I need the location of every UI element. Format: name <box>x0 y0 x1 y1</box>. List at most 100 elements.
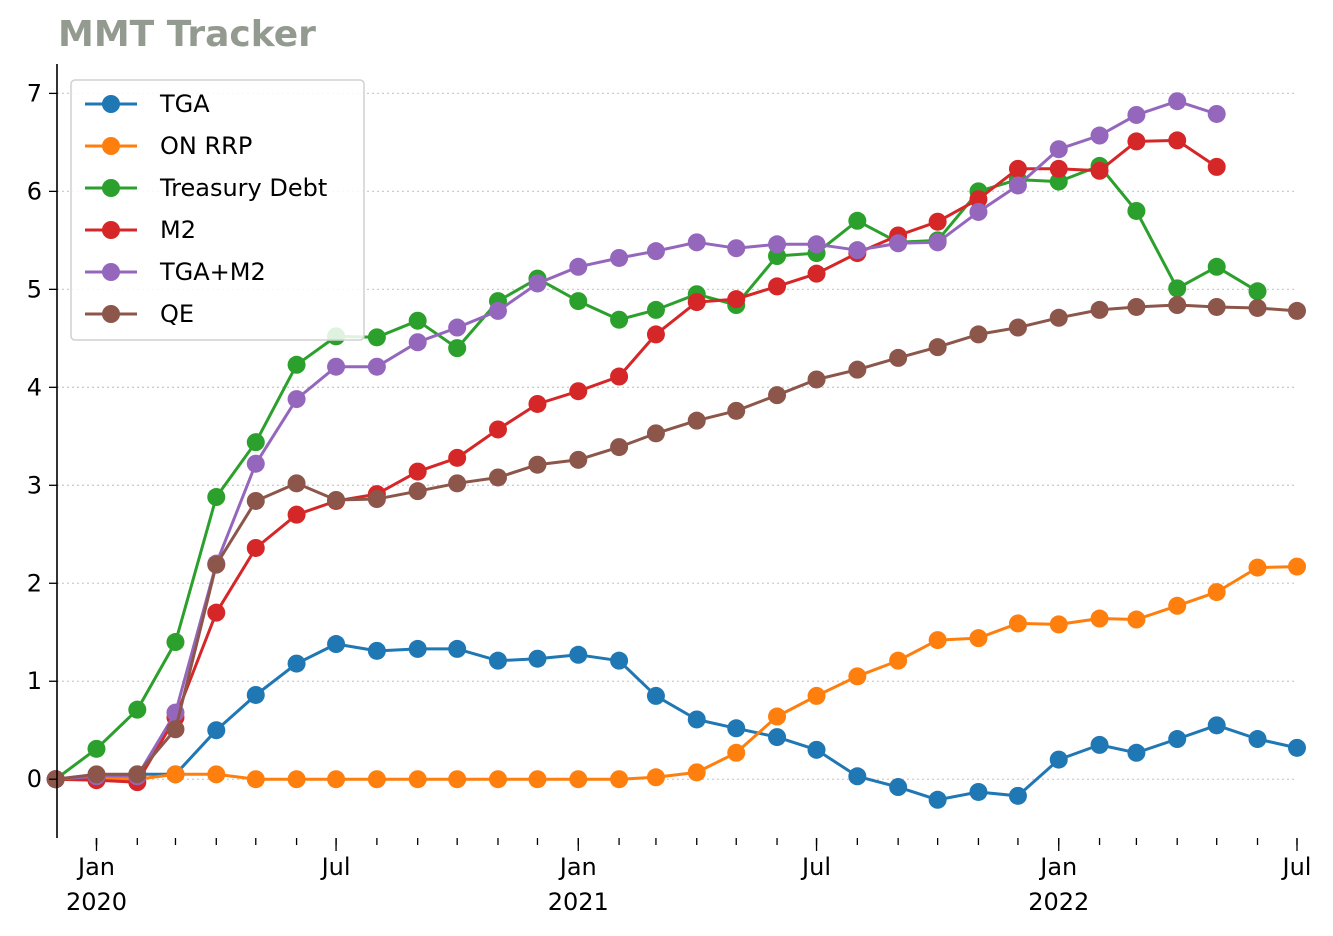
data-point <box>687 411 706 430</box>
y-tick-label: 3 <box>27 471 42 499</box>
data-point <box>969 782 988 801</box>
legend-box <box>70 79 365 341</box>
data-point <box>889 778 908 797</box>
x-tick-label: Jan <box>76 853 115 881</box>
legend-swatch-marker <box>102 221 120 239</box>
data-point <box>1248 558 1267 577</box>
data-point <box>1168 730 1187 749</box>
data-point <box>687 233 706 252</box>
data-point <box>1207 583 1226 602</box>
data-point <box>610 770 629 789</box>
data-point <box>128 765 147 784</box>
legend-item: M2 <box>85 216 196 244</box>
data-point <box>327 357 346 376</box>
data-point <box>367 641 386 660</box>
legend-label: TGA+M2 <box>159 258 266 286</box>
data-point <box>1049 140 1068 159</box>
data-point <box>128 700 147 719</box>
legend-item: QE <box>85 300 194 328</box>
data-point <box>687 763 706 782</box>
data-point <box>408 639 427 658</box>
legend-label: TGA <box>159 90 210 118</box>
data-point <box>727 743 746 762</box>
data-point <box>528 770 547 789</box>
data-point <box>646 242 665 261</box>
data-point <box>889 234 908 253</box>
series-tga <box>46 635 1306 809</box>
data-point <box>207 765 226 784</box>
data-point <box>1090 300 1109 319</box>
y-tick-label: 1 <box>27 667 42 695</box>
data-point <box>1127 297 1146 316</box>
data-point <box>848 667 867 686</box>
legend-swatch-marker <box>102 305 120 323</box>
x-tick-label: Jan <box>1038 853 1077 881</box>
data-point <box>569 257 588 276</box>
data-point <box>528 394 547 413</box>
data-point <box>367 770 386 789</box>
data-point <box>408 770 427 789</box>
data-point <box>408 462 427 481</box>
data-point <box>928 233 947 252</box>
x-tick-year-label: 2020 <box>66 888 127 916</box>
chart-title: MMT Tracker <box>58 14 316 55</box>
legend-item: TGA+M2 <box>85 258 266 286</box>
x-tick-label: Jul <box>800 853 831 881</box>
data-point <box>207 603 226 622</box>
legend-item: TGA <box>85 90 210 118</box>
data-point <box>1127 105 1146 124</box>
data-point <box>1207 297 1226 316</box>
data-point <box>488 770 507 789</box>
data-point <box>610 651 629 670</box>
data-point <box>727 290 746 309</box>
data-point <box>646 768 665 787</box>
data-point <box>1288 557 1306 576</box>
data-point <box>848 767 867 786</box>
legend-item: Treasury Debt <box>85 174 327 202</box>
data-point <box>969 325 988 344</box>
data-point <box>928 212 947 231</box>
data-point <box>807 370 826 389</box>
legend-label: Treasury Debt <box>159 174 327 202</box>
data-point <box>610 438 629 457</box>
data-point <box>448 770 467 789</box>
data-point <box>1248 282 1267 301</box>
x-tick-year-label: 2021 <box>548 888 609 916</box>
data-point <box>1207 104 1226 123</box>
data-point <box>687 710 706 729</box>
y-tick-label: 4 <box>27 373 42 401</box>
data-point <box>207 488 226 507</box>
data-point <box>1090 126 1109 145</box>
y-tick-label: 6 <box>27 177 42 205</box>
data-point <box>569 292 588 311</box>
data-point <box>367 328 386 347</box>
data-point <box>287 654 306 673</box>
data-point <box>848 211 867 230</box>
data-point <box>1168 596 1187 615</box>
x-tick-year-label: 2022 <box>1028 888 1089 916</box>
data-point <box>610 367 629 386</box>
data-point <box>928 631 947 650</box>
data-point <box>327 490 346 509</box>
data-point <box>1049 750 1068 769</box>
data-point <box>327 635 346 654</box>
data-point <box>768 277 787 296</box>
data-point <box>408 311 427 330</box>
data-point <box>1127 743 1146 762</box>
data-point <box>1008 614 1027 633</box>
data-point <box>727 401 746 420</box>
legend-label: M2 <box>160 216 196 244</box>
legend-swatch-marker <box>102 179 120 197</box>
legend-item: ON RRP <box>85 132 252 160</box>
data-point <box>166 633 185 652</box>
data-point <box>807 740 826 759</box>
data-point <box>1168 131 1187 150</box>
data-point <box>610 310 629 329</box>
data-point <box>246 685 265 704</box>
legend-swatch-marker <box>102 95 120 113</box>
data-point <box>448 474 467 493</box>
data-point <box>1207 257 1226 276</box>
data-point <box>768 235 787 254</box>
data-point <box>367 357 386 376</box>
data-point <box>1248 730 1267 749</box>
